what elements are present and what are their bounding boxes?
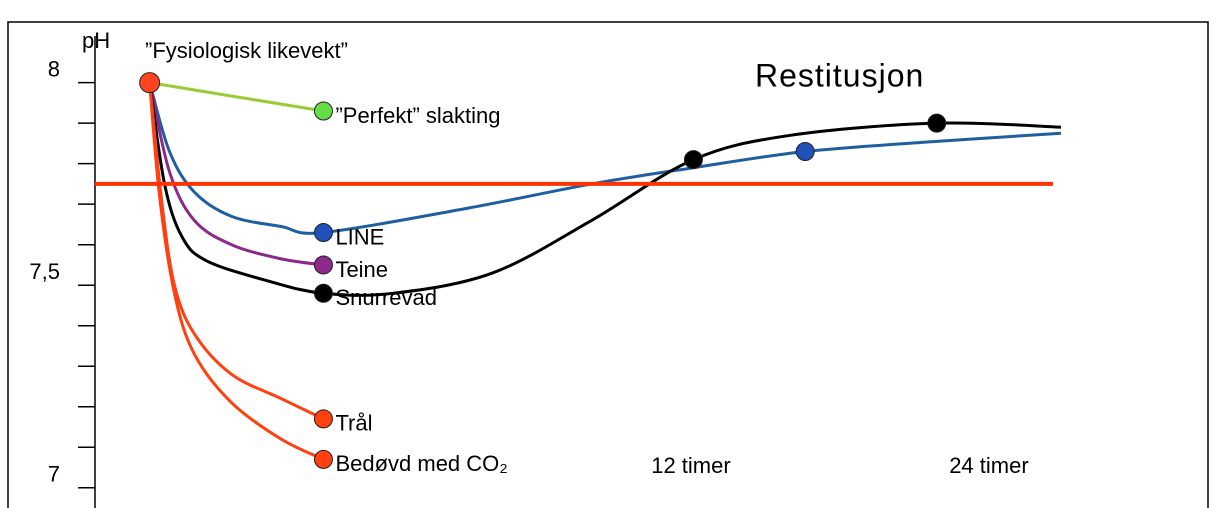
- chart-title: Restitusjon: [755, 57, 924, 93]
- point-marker: [313, 223, 333, 243]
- series-label: Snurrevad: [335, 285, 437, 310]
- series-line: [148, 82, 1062, 235]
- y-axis-label: pH: [82, 28, 110, 53]
- point-marker: [313, 283, 333, 303]
- series-label: Trål: [335, 411, 372, 436]
- series-line: [149, 81, 324, 113]
- series-line: [148, 82, 324, 267]
- start-marker: [139, 72, 161, 94]
- y-tick-label: 7,5: [29, 259, 60, 284]
- point-marker: [313, 409, 333, 429]
- point-marker: [795, 142, 815, 162]
- series-label: Teine: [335, 257, 388, 282]
- x-tick-label: 24 timer: [949, 453, 1028, 478]
- series-label: ”Perfekt” slakting: [335, 103, 500, 128]
- point-marker: [313, 101, 333, 121]
- y-tick-label: 7: [48, 462, 60, 487]
- start-label: ”Fysiologisk likevekt”: [145, 38, 348, 63]
- point-marker: [683, 150, 703, 170]
- x-tick-label: 12 timer: [651, 453, 730, 478]
- point-marker: [313, 449, 333, 469]
- series-label: LINE: [335, 224, 384, 249]
- point-marker: [927, 113, 947, 133]
- series-line: [148, 82, 325, 461]
- series-line: [148, 82, 1061, 297]
- series-label: Bedøvd med CO₂: [335, 451, 507, 476]
- frame: [7, 21, 1209, 508]
- y-tick-label: 8: [48, 56, 60, 81]
- point-marker: [313, 255, 333, 275]
